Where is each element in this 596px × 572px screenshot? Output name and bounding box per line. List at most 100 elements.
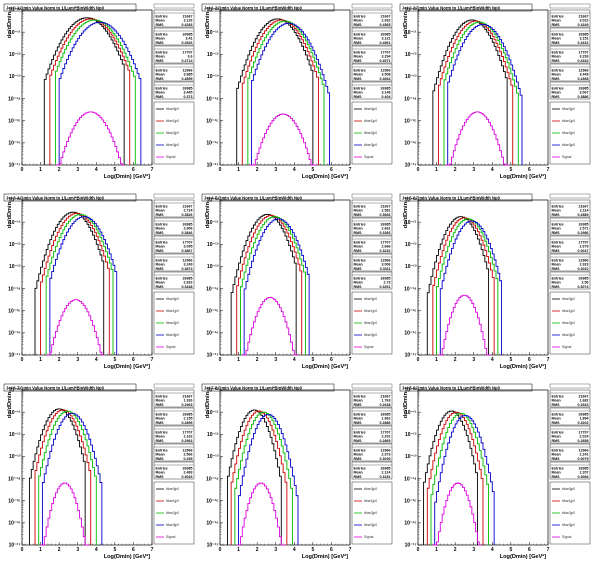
x-tick-label: 4 xyxy=(95,547,98,553)
stats-value: 0.4283 xyxy=(182,23,193,27)
y-tick-label: 10⁻¹¹ xyxy=(207,220,219,226)
x-tick-label: 0 xyxy=(417,357,420,363)
stats-label: Entries xyxy=(156,51,168,55)
stats-box-5 xyxy=(153,271,195,290)
histogram-series-5 xyxy=(40,482,89,546)
stats-value: 26985 xyxy=(381,413,391,417)
legend-label: ttbar0jp0 xyxy=(364,107,377,111)
stats-value: 26985 xyxy=(579,277,589,281)
stats-box-5 xyxy=(549,461,591,480)
stats-label: RMS xyxy=(354,439,363,443)
y-tick-label: 10⁻¹³ xyxy=(405,454,417,460)
stats-value: 1.926 xyxy=(184,399,193,403)
stats-label: Mean xyxy=(156,435,165,439)
stats-value: 12966 xyxy=(183,449,193,453)
stats-value: 2.666 xyxy=(382,245,391,249)
stats-value: 17707 xyxy=(183,51,193,55)
panel-title-box xyxy=(399,3,533,12)
x-tick-label: 0 xyxy=(219,357,222,363)
y-tick-label: 10⁻¹⁷ xyxy=(207,353,219,359)
stats-value: 0.2886 xyxy=(380,421,391,425)
histogram-series-1 xyxy=(230,213,297,355)
stats-value: 17707 xyxy=(579,241,589,245)
stats-value: 26985 xyxy=(579,413,589,417)
x-tick-label: 0 xyxy=(417,547,420,553)
histogram-series-5 xyxy=(249,113,317,166)
histogram-series-1 xyxy=(28,408,86,545)
stats-label: Entries xyxy=(552,413,564,417)
x-tick-label: 1 xyxy=(435,357,438,363)
stats-label: RMS xyxy=(156,267,165,271)
stats-box-1 xyxy=(549,389,591,408)
legend-label: ttbar1jp0 xyxy=(562,309,575,313)
stats-label: Entries xyxy=(552,277,564,281)
stats-label: Entries xyxy=(552,431,564,435)
stats-value: 3.508 xyxy=(382,73,391,77)
stats-box-5 xyxy=(549,271,591,290)
stats-label: RMS xyxy=(552,267,561,271)
stats-value: 3.151 xyxy=(580,37,589,41)
stats-label: Mean xyxy=(156,399,165,403)
stats-box-4 xyxy=(549,253,591,272)
histogram-series-1 xyxy=(43,17,125,165)
stats-box-4 xyxy=(351,63,393,82)
stats-label: RMS xyxy=(156,59,165,63)
y-tick-label: 10⁻¹⁵ xyxy=(8,498,21,504)
stats-label: Mean xyxy=(156,73,165,77)
stats-label: Entries xyxy=(354,241,366,245)
stats-label: Mean xyxy=(156,227,165,231)
stats-label: Mean xyxy=(552,281,561,285)
stats-label: RMS xyxy=(552,421,561,425)
plot-frame xyxy=(21,199,153,356)
stats-value: 2.571 xyxy=(580,227,589,231)
stats-label: RMS xyxy=(156,285,165,289)
stats-value: 0.3666 xyxy=(380,213,391,217)
stats-value: 0.2648 xyxy=(380,403,391,407)
stats-label: Mean xyxy=(552,19,561,23)
y-tick-label: 10⁻¹¹ xyxy=(9,220,21,226)
stats-value: 0.4368 xyxy=(578,77,589,81)
stats-box-5 xyxy=(549,81,591,100)
stats-value: 17707 xyxy=(579,51,589,55)
stats-value: 2.56 xyxy=(582,281,589,285)
stats-header xyxy=(549,3,591,9)
y-tick-label: 10⁻¹⁵ xyxy=(206,498,219,504)
stats-box-5 xyxy=(351,461,393,480)
x-tick-label: 4 xyxy=(95,167,98,173)
stats-label: Entries xyxy=(156,87,168,91)
y-tick-label: 10⁻¹³ xyxy=(207,74,219,80)
x-tick-label: 6 xyxy=(132,357,135,363)
stats-value: 3.41 xyxy=(186,37,193,41)
stats-value: 12966 xyxy=(381,449,391,453)
stats-label: Entries xyxy=(552,241,564,245)
stats-value: 0.3886 xyxy=(578,95,589,99)
chart-panel-5: Jet 4-5 Dmin Value Norm to 1/Lumi*BinWid… xyxy=(201,193,393,370)
stats-value: 2.373 xyxy=(382,453,391,457)
stats-value: 26985 xyxy=(381,87,391,91)
y-tick-label: 10⁻¹¹ xyxy=(405,220,417,226)
stats-box-1 xyxy=(153,9,195,28)
y-tick-label: 10⁻¹⁴ xyxy=(8,96,21,102)
stats-label: RMS xyxy=(156,421,165,425)
stats-label: Mean xyxy=(354,453,363,457)
y-tick-label: 10⁻¹⁴ xyxy=(8,286,21,292)
stats-box-3 xyxy=(351,425,393,444)
stats-label: Entries xyxy=(552,259,564,263)
x-tick-label: 5 xyxy=(113,167,116,173)
stats-value: 21667 xyxy=(579,15,589,19)
stats-label: RMS xyxy=(354,267,363,271)
stats-label: Mean xyxy=(552,73,561,77)
stats-value: 2.581 xyxy=(382,209,391,213)
stats-label: Mean xyxy=(156,55,165,59)
stats-label: Mean xyxy=(552,471,561,475)
x-axis-label: Log(Dmin) [GeV²] xyxy=(302,363,348,370)
stats-label: RMS xyxy=(156,77,165,81)
stats-label: Entries xyxy=(354,259,366,263)
y-axis-label: dσ/dDmin xyxy=(403,201,409,228)
stats-value: 26985 xyxy=(381,33,391,37)
y-axis-label: dσ/dDmin xyxy=(7,11,13,38)
histogram-series-3 xyxy=(45,213,114,355)
x-tick-label: 4 xyxy=(491,547,494,553)
stats-box-1 xyxy=(351,199,393,218)
y-tick-label: 10⁻¹⁷ xyxy=(405,353,417,359)
